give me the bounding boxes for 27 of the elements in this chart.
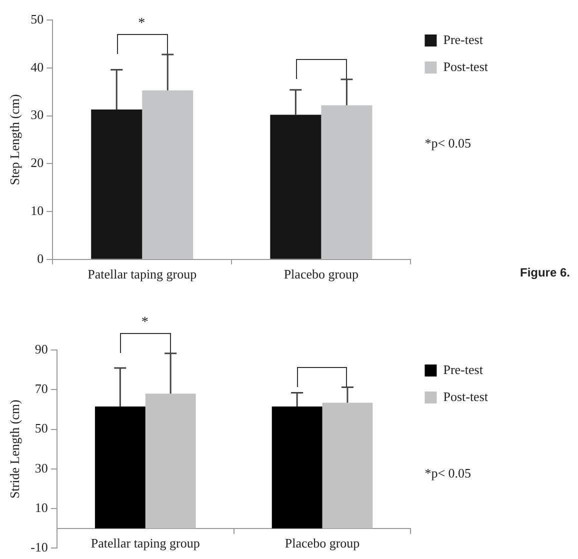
text: * bbox=[141, 315, 148, 332]
legend-label: Post-test bbox=[443, 58, 488, 74]
text: *p< 0.05 bbox=[424, 465, 472, 480]
y-tick-label: 10 bbox=[34, 500, 48, 515]
y-tick-label: 50 bbox=[30, 11, 44, 26]
y-tick-label: 90 bbox=[34, 341, 48, 356]
x-tick-label: Placebo group bbox=[284, 536, 360, 551]
y-tick-label: 50 bbox=[34, 420, 48, 436]
legend-label: Post-test bbox=[443, 388, 488, 404]
y-tick-label: 0 bbox=[37, 250, 44, 266]
annotation: * bbox=[138, 16, 146, 32]
y-tick-label: 10 bbox=[30, 202, 44, 218]
y-axis-title: Stride Length (cm) bbox=[7, 400, 22, 499]
y-tick-label: 40 bbox=[30, 59, 44, 74]
y-tick-label: 20 bbox=[30, 155, 44, 170]
x-tick-label: Patellar taping group bbox=[90, 536, 200, 551]
legend-label: Pre-test bbox=[443, 32, 484, 47]
x-tick-label: Patellar taping group bbox=[88, 266, 197, 282]
y-tick-label: -10 bbox=[30, 540, 48, 555]
y-tick-label: 30 bbox=[34, 460, 48, 476]
y-tick-label: 70 bbox=[34, 381, 48, 396]
legend-label: Pre-test bbox=[443, 362, 484, 377]
y-axis-title: Step Length (cm) bbox=[7, 94, 22, 186]
x-tick-label: Placebo group bbox=[284, 266, 359, 282]
caption: Figure 6. bbox=[520, 266, 570, 280]
y-tick-label: 30 bbox=[30, 107, 44, 122]
text: *p< 0.05 bbox=[424, 135, 472, 150]
